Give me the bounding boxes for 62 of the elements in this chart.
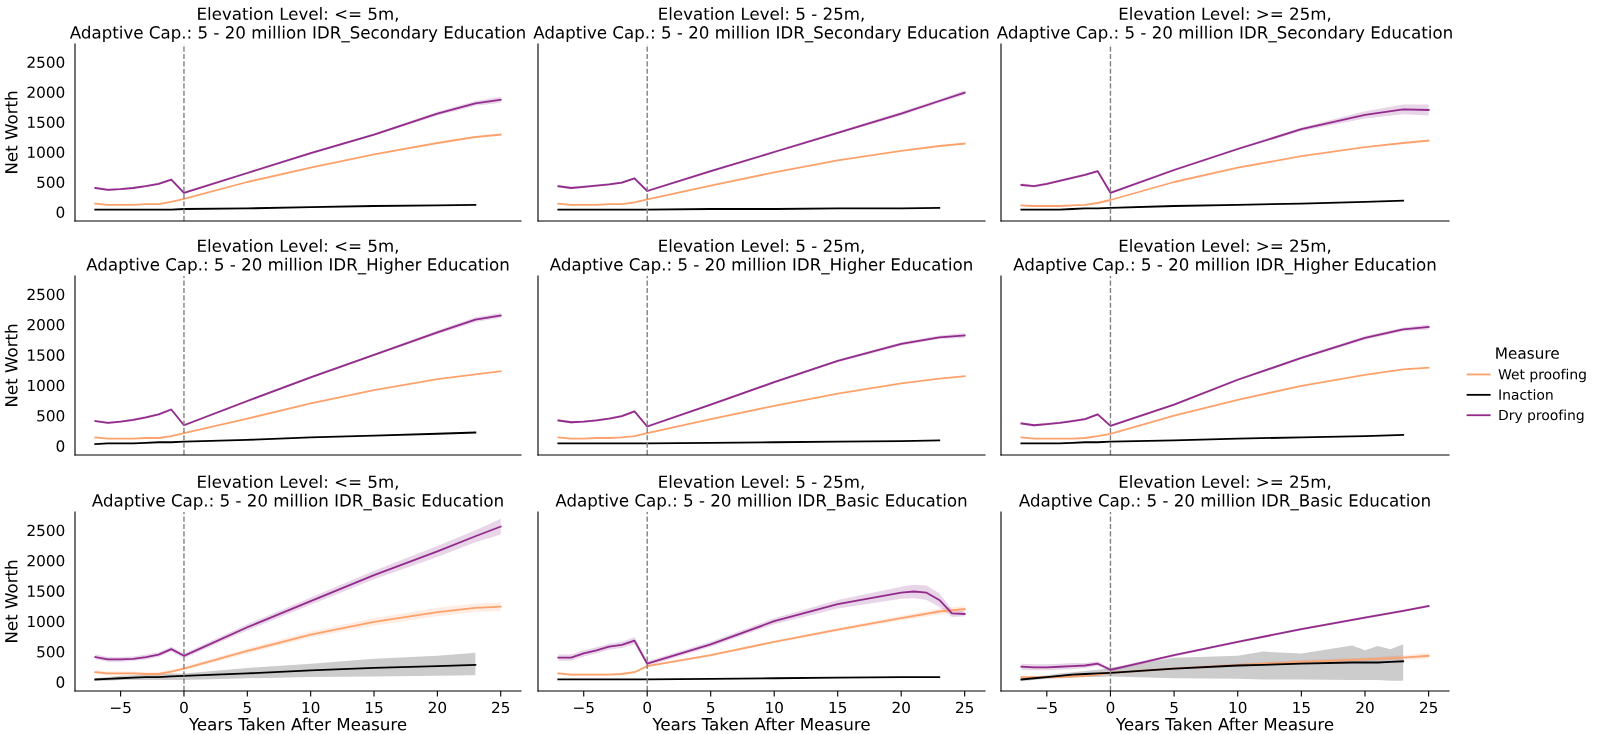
x-tick-label: 5: [707, 701, 715, 714]
line-series: [94, 664, 477, 681]
x-tick-label: 20: [1356, 701, 1374, 714]
x-tick-label: −5: [574, 701, 594, 714]
chart-title: Elevation Level: 5 - 25m, Adaptive Cap.: 5 - 20 million IDR_Higher Education: [549, 239, 972, 275]
x-tick-label: 25: [956, 701, 974, 714]
y-tick-label: 0: [56, 440, 65, 452]
x-tick-label: 15: [1293, 701, 1310, 714]
line-series: [94, 370, 502, 440]
y-tick-label: 500: [37, 646, 65, 658]
y-tick-label: 0: [56, 676, 65, 688]
legend-label: Wet proofing: [1498, 368, 1586, 383]
chart-title: Elevation Level: 5 - 25m, Adaptive Cap.: 5 - 20 million IDR_Basic Education: [555, 475, 967, 511]
x-axis-title: Years Taken After Measure: [188, 717, 407, 731]
y-tick-label: 1500: [28, 116, 65, 129]
chart-title: Elevation Level: <= 5m, Adaptive Cap.: 5 - 20 million IDR_Higher Education: [86, 239, 509, 275]
y-tick-label: 1500: [28, 349, 65, 361]
y-axis-title: Net Worth: [4, 560, 18, 642]
y-tick-label: 500: [37, 176, 65, 189]
x-tick-label: 5: [1170, 701, 1178, 714]
y-tick-label: 1500: [28, 585, 65, 597]
y-tick-label: 2000: [27, 86, 65, 99]
x-tick-label: 0: [1106, 701, 1115, 714]
legend-label: Inaction: [1499, 389, 1553, 400]
chart-title: Elevation Level: >= 25m, Adaptive Cap.: 5 - 20 million IDR_Higher Education: [1013, 239, 1436, 275]
chart-title: Elevation Level: 5 - 25m, Adaptive Cap.: 5 - 20 million IDR_Secondary Education: [533, 7, 989, 43]
y-tick-label: 2000: [27, 319, 65, 331]
chart-title: Elevation Level: >= 25m, Adaptive Cap.: 5 - 20 million IDR_Basic Education: [1018, 475, 1430, 511]
chart-title: Elevation Level: <= 5m, Adaptive Cap.: 5 - 20 million IDR_Basic Education: [91, 475, 503, 511]
y-axis-title: Net Worth: [4, 91, 18, 173]
x-axis-title: Years Taken After Measure: [1115, 717, 1334, 731]
x-tick-label: 15: [365, 701, 383, 714]
legend-title: Measure: [1496, 347, 1559, 359]
line-series: [94, 133, 502, 206]
y-tick-label: 1000: [28, 615, 65, 628]
x-tick-label: 10: [1229, 701, 1247, 714]
x-axis-title: Years Taken After Measure: [652, 717, 870, 731]
x-tick-label: 10: [302, 701, 320, 714]
chart-title: Elevation Level: >= 25m, Adaptive Cap.: 5 - 20 million IDR_Secondary Education: [996, 7, 1452, 43]
x-tick-label: 15: [829, 701, 847, 714]
x-tick-label: 25: [1420, 701, 1438, 714]
line-series: [94, 431, 477, 445]
y-tick-label: 2500: [27, 56, 65, 69]
y-tick-label: 1000: [28, 379, 65, 392]
x-tick-label: 10: [766, 701, 783, 714]
y-tick-label: 500: [37, 410, 65, 422]
y-axis-title: Net Worth: [4, 324, 18, 406]
chart-title: Elevation Level: <= 5m, Adaptive Cap.: 5 - 20 million IDR_Secondary Education: [69, 7, 525, 43]
x-tick-label: 20: [428, 701, 447, 714]
y-tick-label: 2500: [27, 288, 65, 301]
x-tick-label: 0: [643, 701, 652, 714]
x-tick-label: −5: [110, 701, 131, 714]
x-tick-label: 5: [243, 701, 251, 714]
x-tick-label: 20: [892, 701, 910, 714]
y-tick-label: 0: [56, 206, 65, 219]
y-tick-label: 2000: [27, 555, 65, 567]
y-tick-label: 2500: [27, 524, 65, 537]
legend-label: Dry proofing: [1499, 409, 1584, 423]
x-tick-label: 0: [180, 701, 188, 714]
x-tick-label: 25: [492, 701, 510, 714]
y-tick-label: 1000: [28, 146, 65, 159]
x-tick-label: −5: [1037, 701, 1057, 714]
